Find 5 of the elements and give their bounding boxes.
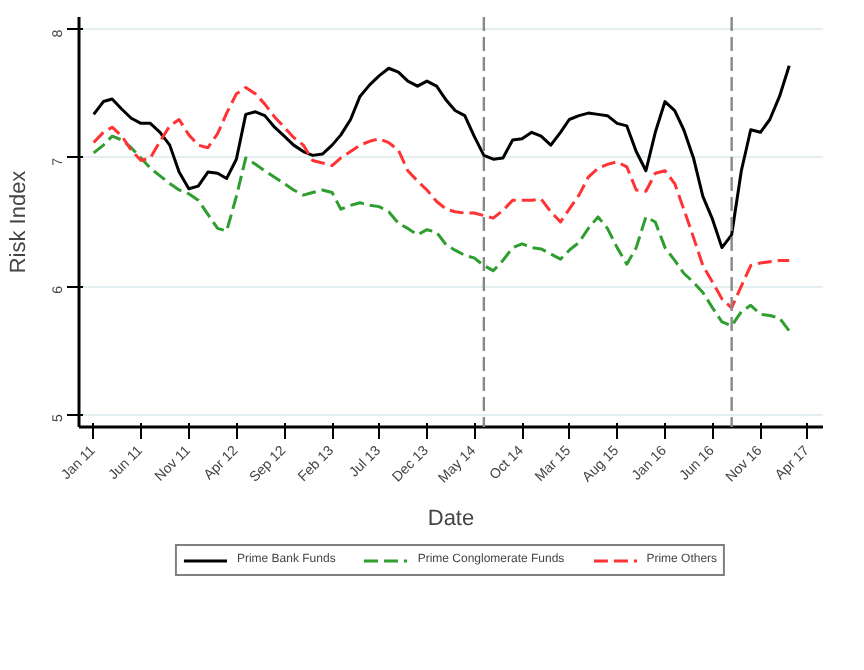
- line-series: [92, 85, 791, 310]
- x-axis-title: Date: [427, 507, 475, 532]
- line-series: [92, 64, 791, 250]
- y-axis-title: Risk Index: [7, 169, 31, 274]
- line-series: [92, 134, 791, 333]
